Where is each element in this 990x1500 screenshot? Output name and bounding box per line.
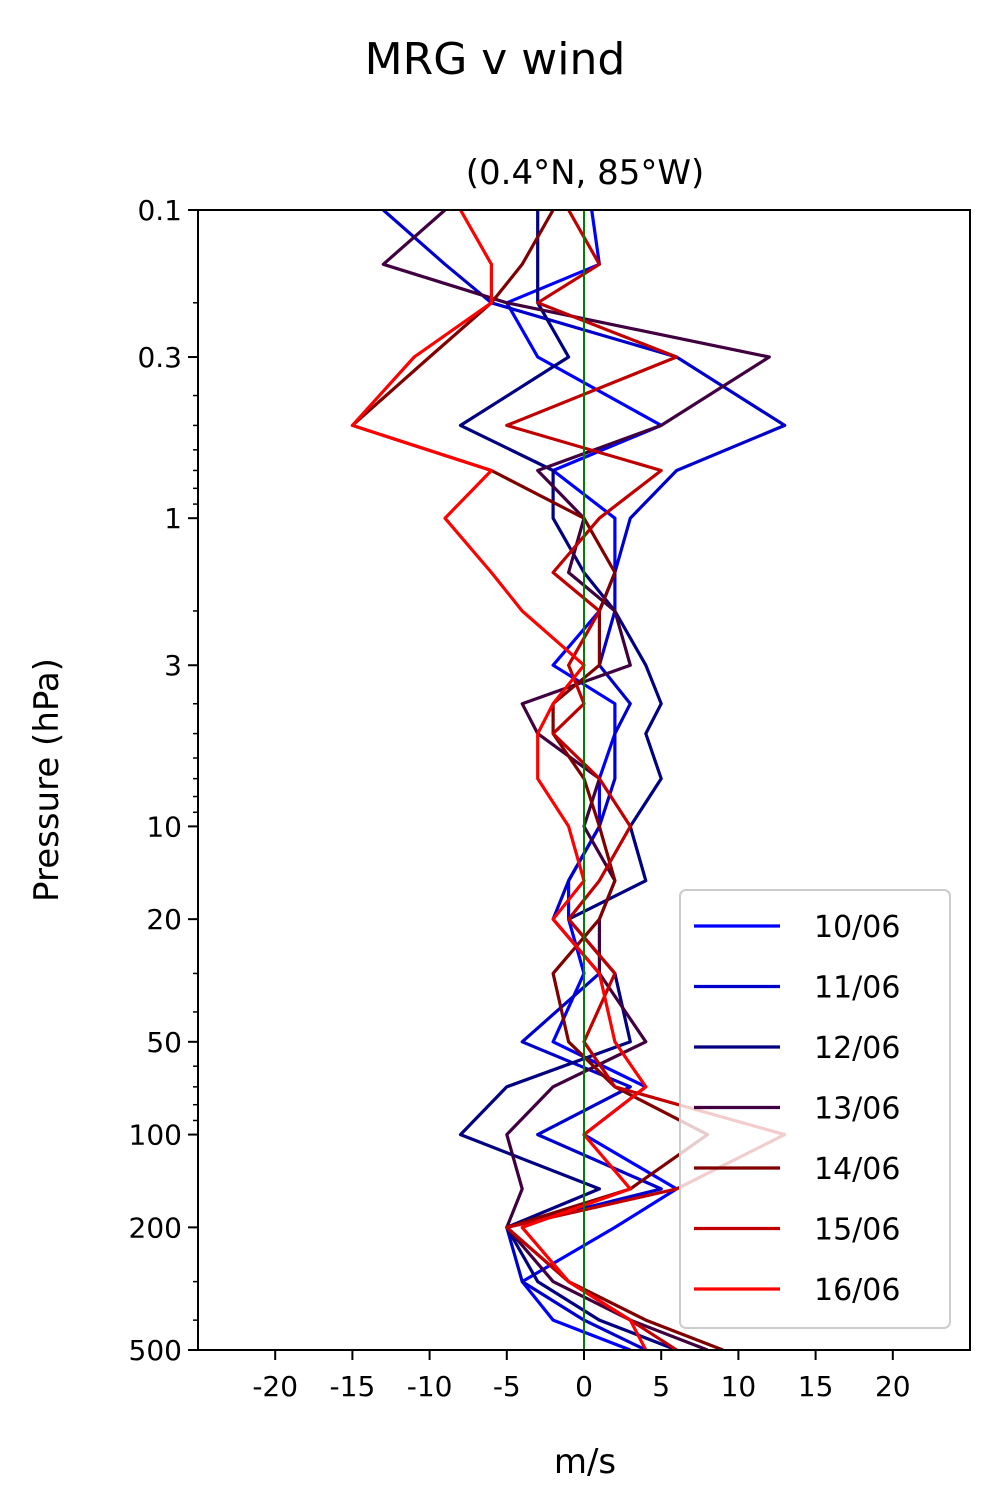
x-tick-label: 20 — [875, 1370, 911, 1403]
series-line-6 — [505, 210, 787, 1350]
legend: 10/06 11/06 12/06 13/06 14/06 15/06 16/06 — [679, 889, 951, 1329]
y-tick-label: 50 — [146, 1026, 182, 1059]
legend-label: 12/06 — [814, 1031, 900, 1066]
series-line-3 — [458, 210, 678, 1350]
x-tick-label: 10 — [721, 1370, 757, 1403]
x-tick-label: 15 — [798, 1370, 834, 1403]
x-tick-label: -15 — [330, 1370, 376, 1403]
y-tick-label: 0.1 — [137, 194, 182, 227]
chart-subtitle: (0.4°N, 85°W) — [466, 153, 705, 193]
legend-label: 16/06 — [814, 1273, 900, 1308]
x-tick-label: 5 — [652, 1370, 670, 1403]
legend-label: 13/06 — [814, 1092, 900, 1127]
y-tick-label: 500 — [129, 1334, 182, 1367]
x-tick-label: -20 — [252, 1370, 298, 1403]
x-tick-label: -5 — [493, 1370, 521, 1403]
legend-label: 14/06 — [814, 1152, 900, 1187]
y-tick-label: 10 — [146, 810, 182, 843]
legend-label: 15/06 — [814, 1213, 900, 1248]
series-line-2 — [382, 210, 787, 1350]
legend-box — [679, 889, 951, 1329]
axes-layer: -20 -15 -10 -5 0 5 10 15 20 0.1 0.3 1 3 10 20 50 100 200 5… — [129, 194, 971, 1403]
chart-title: MRG v wind — [365, 34, 626, 85]
series-line-7 — [350, 210, 648, 1350]
legend-label: 11/06 — [814, 971, 900, 1006]
y-tick-label: 1 — [164, 502, 182, 535]
legend-label: 10/06 — [814, 910, 900, 945]
x-axis-label: m/s — [554, 1442, 616, 1482]
y-axis-label: Pressure (hPa) — [27, 658, 67, 902]
y-tick-label: 200 — [129, 1211, 182, 1244]
y-tick-label: 3 — [164, 649, 182, 682]
y-tick-label: 0.3 — [137, 341, 182, 374]
x-tick-label: -10 — [407, 1370, 453, 1403]
y-tick-label: 100 — [129, 1119, 182, 1152]
y-tick-label: 20 — [146, 903, 182, 936]
x-tick-label: 0 — [575, 1370, 593, 1403]
